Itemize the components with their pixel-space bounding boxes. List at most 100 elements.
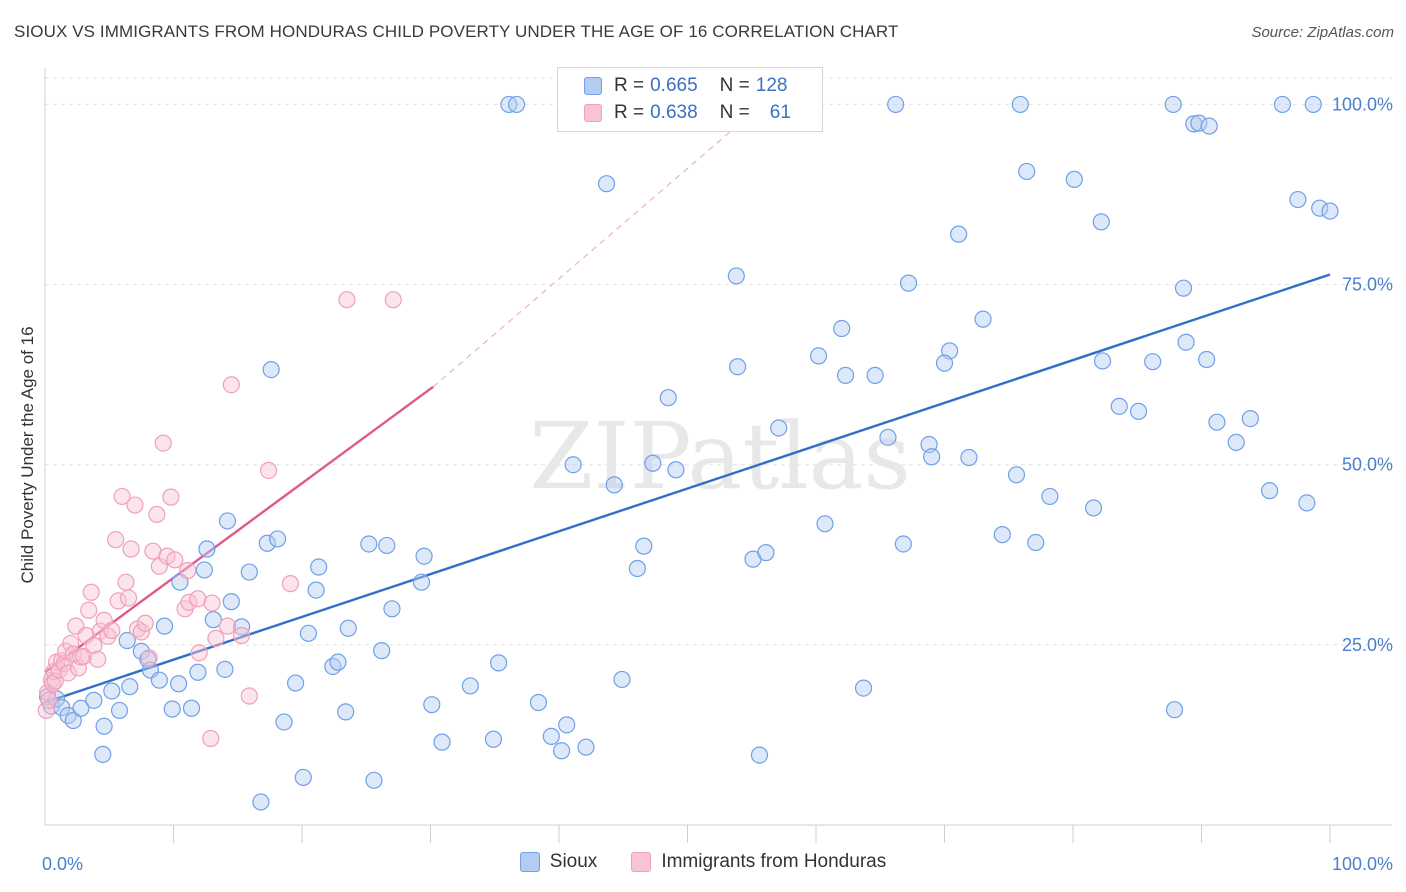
sioux-point — [378, 536, 396, 555]
sioux-point — [667, 461, 685, 479]
honduras-legend-swatch — [631, 852, 652, 872]
sioux-point — [1144, 353, 1162, 371]
r-label: R = — [614, 75, 645, 96]
legend-row-honduras: R = 0.638 N = 61 — [584, 101, 791, 125]
honduras-point — [46, 672, 64, 690]
honduras-point — [281, 575, 300, 593]
sioux-point — [275, 713, 293, 731]
sioux-point — [1027, 533, 1045, 552]
sioux-point — [1190, 114, 1208, 132]
honduras-point — [74, 647, 93, 665]
sioux-point — [1208, 413, 1226, 431]
sioux-point — [1093, 352, 1112, 370]
sioux-point — [204, 611, 222, 629]
honduras-point — [162, 488, 180, 506]
sioux-point — [310, 558, 328, 576]
sioux-point — [360, 535, 378, 553]
honduras-point — [259, 461, 278, 480]
n-label: N = — [719, 75, 750, 96]
sioux-point — [757, 544, 775, 562]
sioux-point — [836, 366, 855, 384]
sioux-point — [373, 642, 391, 660]
honduras-point — [179, 562, 197, 580]
sioux-point — [383, 600, 401, 618]
sioux-point — [935, 354, 954, 372]
legend-row-sioux: R = 0.665 N = 128 — [584, 74, 787, 98]
honduras-trend-extension — [432, 103, 763, 388]
honduras-legend-label: Immigrants from Honduras — [661, 851, 887, 872]
sioux-point — [118, 631, 136, 650]
honduras-point — [140, 649, 158, 667]
sioux-point — [299, 624, 318, 642]
sioux-point — [85, 691, 103, 709]
honduras-point — [107, 531, 125, 549]
sioux-point — [974, 310, 992, 328]
honduras-point — [203, 594, 221, 612]
honduras-point — [103, 621, 121, 640]
sioux-point — [854, 679, 873, 697]
honduras-point — [166, 551, 184, 569]
sioux-point — [542, 727, 560, 745]
sioux-point — [770, 419, 788, 437]
sioux-point — [170, 675, 188, 693]
sioux-point — [529, 693, 548, 712]
sioux-point — [605, 476, 623, 494]
honduras-point — [154, 434, 172, 452]
sioux-point — [507, 95, 526, 114]
honduras-point — [132, 623, 150, 641]
sioux-point — [216, 660, 234, 678]
source-label: Source: ZipAtlas.com — [1251, 24, 1394, 41]
sioux-point — [644, 454, 662, 472]
sioux-point — [1007, 466, 1026, 484]
sioux-swatch — [584, 77, 602, 95]
n-value: 61 — [769, 102, 791, 123]
honduras-point — [189, 590, 207, 608]
sioux-point — [729, 358, 747, 376]
legend-item-sioux[interactable]: Sioux — [519, 851, 597, 873]
y-tick-label: 25.0% — [1342, 635, 1393, 655]
tick-labels: 25.0% 50.0% 75.0% 100.0% 0.0% 100.0% — [42, 94, 1393, 874]
sioux-point — [750, 746, 769, 764]
honduras-point — [218, 617, 237, 635]
sioux-point — [1321, 202, 1339, 220]
sioux-point — [1200, 117, 1218, 135]
sioux-point — [1018, 162, 1036, 181]
honduras-point — [338, 291, 356, 309]
sioux-point — [558, 716, 576, 734]
trend-lines — [44, 103, 1331, 704]
sioux-point — [1092, 213, 1110, 231]
chart-title: SIOUX VS IMMIGRANTS FROM HONDURAS CHILD … — [14, 22, 899, 41]
sioux-point — [294, 768, 312, 787]
honduras-point — [37, 701, 55, 720]
sioux-point — [659, 389, 677, 407]
sioux-point — [1084, 499, 1103, 517]
sioux-point — [240, 563, 258, 581]
n-label: N = — [719, 102, 750, 123]
sioux-point — [103, 682, 121, 700]
y-tick-label: 100.0% — [1332, 94, 1393, 114]
sioux-point — [155, 617, 174, 635]
sioux-point — [628, 559, 646, 578]
series-legend: Sioux Immigrants from Honduras — [0, 851, 1406, 873]
sioux-point — [121, 678, 139, 696]
sioux-point — [329, 653, 347, 671]
sioux-point — [552, 742, 571, 760]
sioux-point — [879, 428, 897, 446]
honduras-point — [202, 729, 220, 748]
honduras-point — [148, 505, 166, 524]
stats-legend: R = 0.665 N = 128 R = 0.638 N = 61 — [557, 67, 823, 132]
sioux-point — [816, 515, 834, 533]
honduras-point — [233, 626, 251, 645]
sioux-point — [412, 573, 431, 591]
sioux-point — [1304, 95, 1322, 114]
sioux-point — [564, 456, 582, 474]
sioux-point — [727, 267, 745, 285]
honduras-trend-line — [44, 385, 434, 674]
sioux-point — [484, 730, 503, 748]
sioux-point — [365, 771, 383, 789]
legend-item-honduras[interactable]: Immigrants from Honduras — [631, 851, 886, 873]
sioux-point — [337, 703, 355, 721]
sioux-point — [222, 593, 240, 611]
sioux-point — [423, 696, 441, 714]
